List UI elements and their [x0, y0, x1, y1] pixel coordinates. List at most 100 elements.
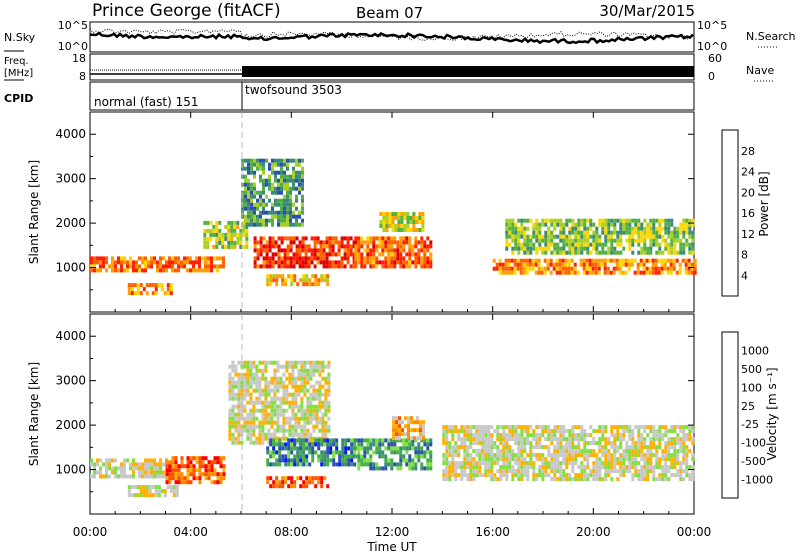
velocity-cell — [302, 442, 306, 447]
power-cell — [567, 266, 571, 271]
power-cell — [298, 240, 302, 245]
velocity-cell — [246, 400, 250, 405]
power-cell — [526, 242, 530, 247]
power-cell — [388, 220, 392, 224]
velocity-cell — [282, 416, 286, 421]
velocity-cell — [318, 420, 322, 425]
velocity-cell — [300, 408, 304, 413]
velocity-cell — [246, 372, 250, 377]
power-cell — [682, 230, 686, 235]
velocity-cell — [529, 461, 533, 466]
power-cell — [328, 248, 332, 253]
power-cell — [528, 258, 532, 263]
velocity-cell — [499, 465, 503, 470]
power-cell — [604, 218, 608, 223]
power-cell — [394, 228, 398, 232]
velocity-cell — [320, 462, 324, 467]
velocity-cell — [451, 461, 455, 466]
power-cell — [271, 260, 275, 265]
power-cell — [562, 242, 566, 247]
velocity-cell — [553, 461, 557, 466]
power-cell — [289, 174, 292, 179]
power-cell — [574, 238, 578, 243]
cpid-mode-1: normal (fast) 151 — [94, 95, 198, 109]
power-cell — [259, 264, 263, 269]
power-cell — [129, 260, 132, 265]
power-cell — [660, 258, 664, 263]
power-cell — [323, 278, 327, 283]
power-cell — [552, 266, 556, 271]
velocity-cell — [408, 466, 412, 471]
power-cell — [600, 262, 604, 267]
velocity-cell — [276, 416, 280, 421]
power-cell — [218, 232, 222, 237]
velocity-cell — [631, 429, 635, 434]
power-cell — [555, 270, 559, 275]
power-cell — [277, 256, 281, 261]
power-cell — [317, 278, 321, 283]
power-cell — [594, 258, 598, 263]
velocity-cell — [517, 469, 521, 474]
velocity-cell — [114, 458, 117, 463]
velocity-cell — [284, 442, 288, 447]
power-cell — [553, 226, 557, 231]
velocity-colorbar-tick: 500 — [741, 363, 762, 376]
power-cell — [402, 244, 406, 249]
velocity-cell — [628, 457, 632, 462]
power-cell — [277, 252, 281, 257]
velocity-cell — [288, 360, 292, 365]
velocity-cell — [252, 360, 256, 365]
velocity-cell — [276, 424, 280, 429]
power-cell — [619, 242, 623, 247]
velocity-cell — [553, 473, 557, 478]
power-cell — [233, 220, 237, 225]
power-cell — [349, 244, 353, 249]
velocity-cell — [535, 437, 539, 442]
power-cell — [233, 240, 237, 245]
velocity-cell — [478, 453, 482, 458]
velocity-cell — [111, 458, 114, 463]
velocity-cell — [363, 438, 367, 443]
velocity-cell — [332, 438, 336, 443]
velocity-cell — [442, 441, 446, 446]
velocity-cell — [273, 404, 277, 409]
power-cell — [271, 210, 274, 215]
power-cell — [517, 242, 521, 247]
velocity-cell — [272, 438, 276, 443]
power-cell — [283, 248, 287, 253]
power-cell — [96, 260, 99, 265]
power-cell — [589, 234, 593, 239]
velocity-cell — [162, 462, 165, 467]
velocity-cell — [574, 453, 578, 458]
power-cell — [535, 230, 539, 235]
velocity-cell — [517, 453, 521, 458]
velocity-cell — [601, 453, 605, 458]
velocity-cell — [145, 485, 149, 490]
power-cell — [607, 218, 611, 223]
power-cell — [679, 222, 683, 227]
velocity-cell — [332, 450, 336, 455]
power-cell — [245, 244, 249, 249]
velocity-cell — [646, 473, 650, 478]
power-cell — [253, 244, 257, 249]
velocity-cell — [505, 449, 509, 454]
velocity-cell — [243, 384, 247, 389]
velocity-cell — [311, 476, 315, 481]
power-cell — [352, 256, 356, 261]
velocity-cell — [514, 457, 518, 462]
power-cell — [613, 226, 617, 231]
power-cell — [583, 234, 587, 239]
power-cell — [286, 198, 289, 203]
velocity-cell — [451, 449, 455, 454]
velocity-cell — [481, 445, 485, 450]
power-cell — [561, 266, 565, 271]
power-cell — [658, 218, 662, 223]
power-cell — [546, 262, 550, 267]
power-cell — [573, 270, 577, 275]
velocity-cell — [324, 404, 328, 409]
velocity-cell — [442, 477, 446, 482]
power-cell — [289, 260, 293, 265]
velocity-cell — [535, 441, 539, 446]
velocity-cell — [574, 457, 578, 462]
velocity-cell — [610, 453, 614, 458]
